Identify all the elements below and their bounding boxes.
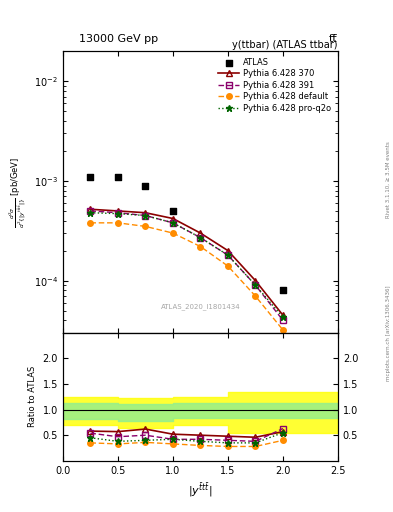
ATLAS <box>115 173 121 181</box>
Y-axis label: $\frac{d^2\sigma}{d^2\{|y^{t\bar{t}t\bar{t}}|\}}$ [pb/GeV]: $\frac{d^2\sigma}{d^2\{|y^{t\bar{t}t\bar… <box>7 157 28 227</box>
Y-axis label: Ratio to ATLAS: Ratio to ATLAS <box>28 366 37 428</box>
Text: y(ttbar) (ATLAS ttbar): y(ttbar) (ATLAS ttbar) <box>233 40 338 50</box>
Pythia 6.428 370 <box>198 230 203 236</box>
ATLAS <box>280 286 286 294</box>
Pythia 6.428 391 <box>116 209 120 216</box>
ATLAS <box>170 207 176 215</box>
Pythia 6.428 391 <box>226 252 230 258</box>
Pythia 6.428 default <box>143 223 148 229</box>
Pythia 6.428 391 <box>198 234 203 241</box>
Pythia 6.428 391 <box>171 220 175 226</box>
ATLAS <box>142 181 149 189</box>
Pythia 6.428 391 <box>281 317 285 324</box>
Pythia 6.428 pro-q2o <box>88 209 93 216</box>
Pythia 6.428 370 <box>171 216 175 222</box>
Line: Pythia 6.428 default: Pythia 6.428 default <box>88 220 286 333</box>
Pythia 6.428 pro-q2o <box>226 252 230 258</box>
Text: 13000 GeV pp: 13000 GeV pp <box>79 34 158 44</box>
Pythia 6.428 370 <box>281 312 285 318</box>
Text: tt̅: tt̅ <box>329 34 338 44</box>
Pythia 6.428 default <box>281 327 285 333</box>
Pythia 6.428 391 <box>88 208 93 214</box>
Pythia 6.428 370 <box>143 209 148 216</box>
Text: ATLAS_2020_I1801434: ATLAS_2020_I1801434 <box>161 304 240 310</box>
Pythia 6.428 default <box>198 243 203 249</box>
Pythia 6.428 default <box>171 230 175 236</box>
Pythia 6.428 default <box>88 220 93 226</box>
Pythia 6.428 default <box>226 263 230 269</box>
Pythia 6.428 pro-q2o <box>116 210 120 217</box>
Pythia 6.428 370 <box>226 248 230 254</box>
Pythia 6.428 pro-q2o <box>281 314 285 321</box>
Pythia 6.428 pro-q2o <box>253 282 258 288</box>
Line: Pythia 6.428 391: Pythia 6.428 391 <box>88 208 286 323</box>
Pythia 6.428 pro-q2o <box>171 220 175 226</box>
Pythia 6.428 391 <box>253 282 258 288</box>
Pythia 6.428 391 <box>143 212 148 219</box>
ATLAS <box>87 173 94 181</box>
Pythia 6.428 pro-q2o <box>143 212 148 219</box>
Pythia 6.428 pro-q2o <box>198 234 203 241</box>
Legend: ATLAS, Pythia 6.428 370, Pythia 6.428 391, Pythia 6.428 default, Pythia 6.428 pr: ATLAS, Pythia 6.428 370, Pythia 6.428 39… <box>216 55 334 115</box>
Text: mcplots.cern.ch [arXiv:1306.3436]: mcplots.cern.ch [arXiv:1306.3436] <box>386 285 391 380</box>
Pythia 6.428 370 <box>116 208 120 214</box>
X-axis label: $|y^{\bar{t}t\bar{t}}|$: $|y^{\bar{t}t\bar{t}}|$ <box>188 481 213 499</box>
Pythia 6.428 370 <box>88 206 93 212</box>
Pythia 6.428 default <box>116 220 120 226</box>
Pythia 6.428 370 <box>253 278 258 284</box>
Pythia 6.428 default <box>253 293 258 299</box>
Text: Rivet 3.1.10, ≥ 3.5M events: Rivet 3.1.10, ≥ 3.5M events <box>386 141 391 218</box>
Line: Pythia 6.428 370: Pythia 6.428 370 <box>88 206 286 318</box>
Line: Pythia 6.428 pro-q2o: Pythia 6.428 pro-q2o <box>87 209 286 321</box>
